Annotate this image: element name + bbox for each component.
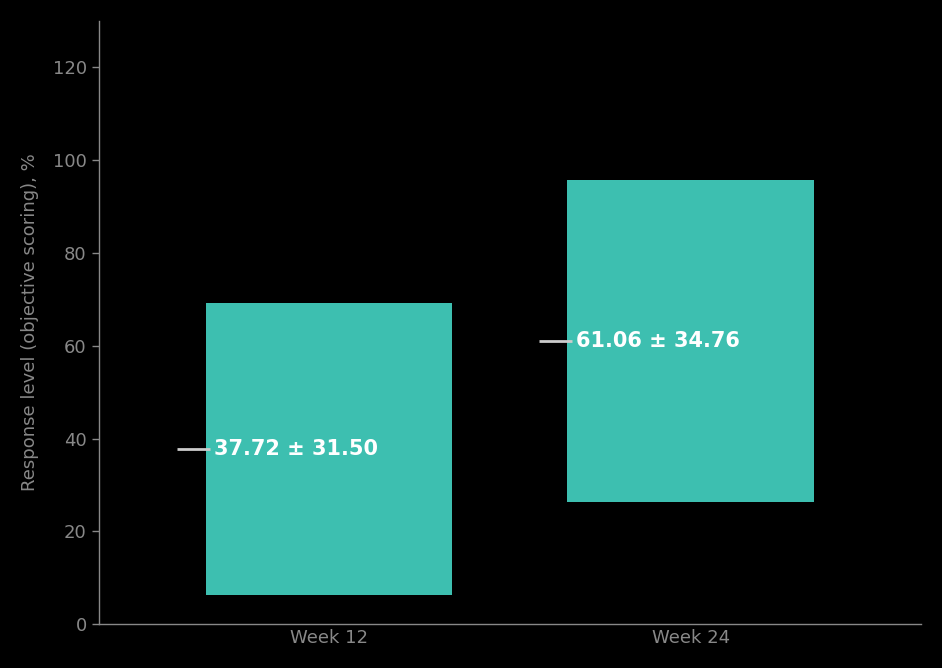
Bar <box>567 180 814 502</box>
Text: 61.06 ± 34.76: 61.06 ± 34.76 <box>576 331 739 351</box>
Text: 37.72 ± 31.50: 37.72 ± 31.50 <box>214 439 378 459</box>
Bar <box>205 303 452 595</box>
Y-axis label: Response level (objective scoring), %: Response level (objective scoring), % <box>21 154 39 492</box>
